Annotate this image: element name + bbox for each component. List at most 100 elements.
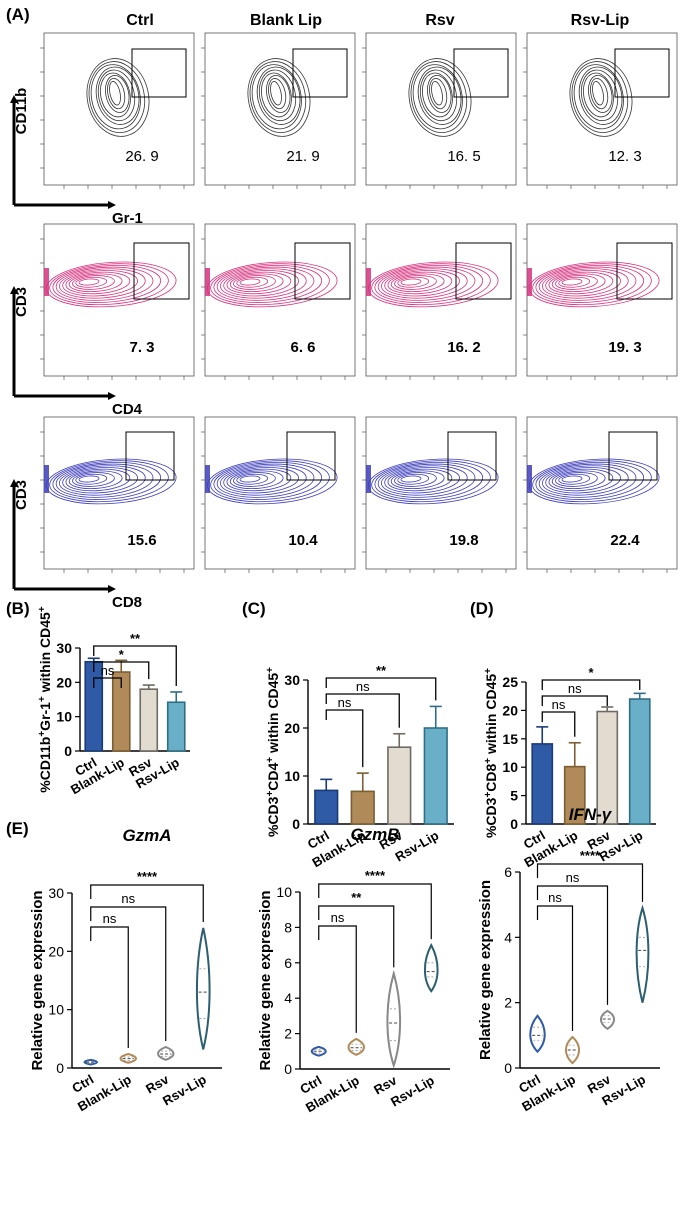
- flow-plot: 21. 9: [201, 32, 356, 189]
- contour-line: [429, 78, 448, 110]
- contour-line: [236, 276, 269, 288]
- contour-line: [258, 69, 297, 122]
- flow-plot: 19. 3: [523, 223, 678, 380]
- gate-percentage: 22.4: [610, 532, 640, 549]
- y-axis-label: Relative gene expression: [257, 890, 274, 1070]
- gate: [614, 48, 670, 98]
- x-axis-label: CD8: [112, 594, 142, 611]
- flow-plot: 10.4: [201, 416, 356, 573]
- contour-line: [256, 66, 301, 125]
- significance-label: ns: [566, 870, 580, 885]
- contour-line: [49, 263, 169, 306]
- contour-line: [226, 271, 292, 295]
- plot-frame: [204, 223, 356, 377]
- chart-title: GzmA: [122, 826, 171, 845]
- y-tick-label: 6: [284, 955, 292, 971]
- contour-line: [410, 61, 468, 133]
- contour-line: [578, 66, 623, 125]
- significance-bracket: [325, 677, 437, 701]
- column-title: Rsv: [425, 12, 454, 29]
- contour-line: [419, 69, 458, 122]
- gate: [455, 242, 512, 300]
- significance-label: ns: [568, 681, 582, 696]
- contour-line: [551, 470, 606, 490]
- y-tick-label: 2: [284, 1026, 292, 1042]
- contour-line: [99, 72, 131, 118]
- violin: [423, 942, 439, 993]
- contour-line: [408, 58, 472, 137]
- contour-line: [59, 465, 146, 496]
- contour-line: [542, 268, 629, 299]
- gate: [125, 431, 175, 481]
- y-tick-label: 30: [48, 885, 64, 901]
- column-title: Rsv-Lip: [571, 12, 630, 29]
- contour-line: [239, 278, 261, 286]
- x-tick-label: Rsv-Lip: [160, 1072, 209, 1109]
- significance-label: ns: [338, 695, 352, 710]
- significance-bracket: [90, 926, 129, 1048]
- contour-line: [223, 467, 299, 494]
- contour-line: [397, 276, 430, 288]
- contour-line: [78, 475, 100, 483]
- contour-line: [78, 278, 100, 286]
- y-tick-label: 0: [284, 1061, 292, 1077]
- contour-line: [377, 463, 476, 498]
- plot-frame: [365, 223, 517, 377]
- y-axis-label: Relative gene expression: [477, 880, 494, 1060]
- contour-line: [545, 270, 621, 297]
- flow-plot: 16. 5: [362, 32, 517, 189]
- flow-plot: 22.4: [523, 416, 678, 573]
- contour-line: [75, 276, 108, 288]
- contour-line: [95, 66, 140, 125]
- contour-line: [59, 268, 146, 299]
- significance-bracket: [536, 905, 574, 1031]
- plot-frame: [526, 223, 678, 377]
- contour-line: [260, 72, 292, 118]
- y-tick-label: 10: [56, 709, 72, 725]
- violin: [386, 969, 402, 1069]
- contour-line: [65, 271, 131, 295]
- contour-line: [387, 468, 453, 492]
- column-title: Ctrl: [126, 12, 154, 29]
- x-axis-label: CD4: [112, 401, 143, 418]
- contour-line: [86, 58, 150, 137]
- gate: [447, 431, 497, 481]
- violin: [635, 904, 650, 1003]
- contour-line: [542, 465, 629, 496]
- bar: [166, 701, 186, 752]
- y-axis-label: %CD3+CD4+ within CD45+: [265, 667, 282, 837]
- contour-line: [558, 276, 591, 288]
- y-tick-label: 30: [284, 672, 300, 688]
- panel-label-c: (C): [242, 599, 266, 618]
- contour-line: [538, 463, 637, 498]
- panel-label-a: (A): [6, 5, 30, 24]
- contour-line: [592, 81, 604, 106]
- significance-bracket: [536, 863, 644, 902]
- x-axis-label: Gr-1: [112, 210, 143, 227]
- contour-line: [394, 472, 437, 487]
- y-tick-label: 4: [504, 929, 512, 945]
- y-tick-label: 20: [502, 702, 518, 718]
- contour-line: [216, 463, 315, 498]
- contour-line: [236, 473, 269, 485]
- gate: [131, 48, 187, 98]
- y-tick-label: 4: [284, 990, 292, 1006]
- contour-line: [213, 265, 323, 303]
- contour-line: [97, 69, 136, 122]
- contour-line: [226, 468, 292, 492]
- contour-line: [381, 465, 468, 496]
- bar: [531, 743, 554, 825]
- y-tick-label: 0: [504, 1060, 512, 1076]
- contour-line: [400, 278, 422, 286]
- contour-line: [548, 468, 614, 492]
- contour-line: [49, 460, 169, 503]
- significance-bracket: [93, 661, 150, 680]
- column-title: Blank Lip: [250, 12, 322, 29]
- contour-line: [90, 64, 141, 130]
- significance-bracket: [541, 679, 641, 690]
- contour-line: [266, 75, 291, 113]
